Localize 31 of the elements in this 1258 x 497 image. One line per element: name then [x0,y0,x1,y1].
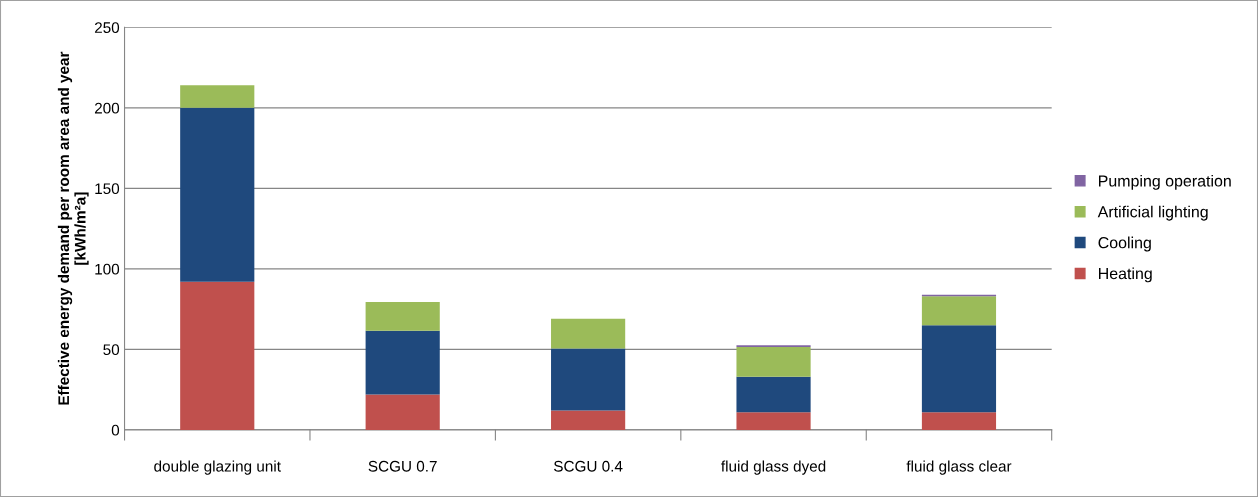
x-tick-label: SCGU 0.4 [554,460,623,472]
y-axis-title: Effective energy demand per room area and year [kWh/m²a] [57,51,89,405]
bar [551,318,626,349]
y-tick-label: 50 [103,344,120,356]
bar [921,412,997,430]
bar [736,376,811,413]
x-tick-label: double glazing unit [154,460,281,475]
legend-label: Pumping operation [1099,174,1231,190]
y-tick-label: 100 [95,263,120,275]
x-tick-label: SCGU 0.7 [368,460,437,472]
x-tick-label: fluid glass clear [906,460,1012,475]
x-tick-label: fluid glass dyed [721,460,826,475]
bar [180,107,255,282]
y-tick-label: 250 [94,22,120,34]
bar [736,346,811,377]
bar [551,348,626,411]
bar [180,281,255,430]
y-tick-label: 0 [111,424,120,436]
bar [180,85,255,108]
legend-label: Heating [1099,267,1152,283]
y-tick-label: 200 [94,102,120,114]
legend-label: Cooling [1098,236,1151,252]
bar [365,330,440,395]
bar [921,296,997,326]
bar [921,325,997,413]
bar [365,301,440,331]
legend-label: Artificial lighting [1097,205,1208,221]
bar [736,412,811,430]
y-tick-label: 150 [95,183,120,195]
bar [365,394,440,430]
bar [551,410,626,430]
